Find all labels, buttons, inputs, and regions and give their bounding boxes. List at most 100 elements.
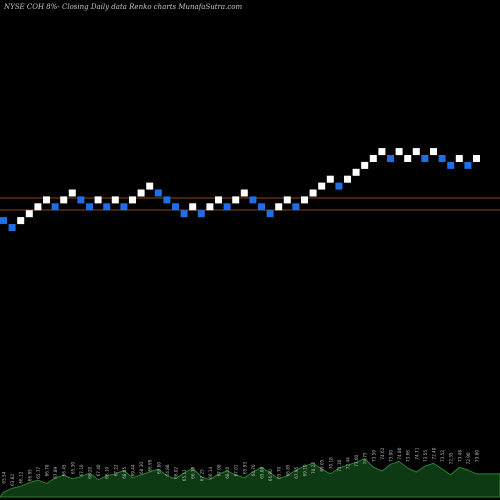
renko-brick-down bbox=[86, 203, 93, 211]
renko-brick-up bbox=[283, 196, 291, 204]
renko-brick-up bbox=[309, 189, 317, 197]
renko-brick-down bbox=[172, 203, 179, 211]
renko-brick-up bbox=[344, 175, 351, 183]
brick-value-label: 64.70 bbox=[251, 464, 256, 476]
renko-brick-up bbox=[301, 196, 308, 204]
renko-brick-up bbox=[129, 196, 136, 204]
brick-value-label: 73.48 bbox=[457, 450, 462, 462]
brick-value-label: 72.90 bbox=[466, 452, 471, 464]
renko-brick-down bbox=[292, 203, 300, 211]
renko-brick-up bbox=[206, 203, 214, 211]
volume-area-shape bbox=[0, 457, 500, 498]
renko-brick-up bbox=[215, 196, 222, 204]
renko-brick-up bbox=[146, 182, 154, 190]
renko-brick-up bbox=[17, 217, 25, 225]
renko-brick-down bbox=[438, 155, 446, 162]
brick-value-label: 65.54 bbox=[2, 471, 7, 483]
brick-value-label: 74.62 bbox=[380, 447, 385, 459]
renko-brick-down bbox=[103, 203, 111, 211]
renko-brick-up bbox=[189, 203, 197, 211]
renko-brick-up bbox=[473, 155, 480, 162]
renko-brick-down bbox=[163, 196, 171, 204]
brick-value-label: 74.80 bbox=[397, 447, 402, 459]
brick-value-label: 66.78 bbox=[45, 464, 50, 476]
renko-brick-down bbox=[387, 155, 394, 162]
renko-brick-down bbox=[8, 224, 16, 231]
brick-value-label: 65.70 bbox=[277, 466, 282, 478]
brick-value-label: 65.77 bbox=[36, 466, 41, 478]
brick-value-label: 67.22 bbox=[113, 464, 118, 476]
renko-brick-up bbox=[326, 175, 334, 183]
brick-value-label: 67.08 bbox=[217, 464, 222, 476]
brick-value-label: 68.30 bbox=[139, 462, 144, 474]
brick-value-label: 67.10 bbox=[79, 464, 84, 476]
brick-value-label: 71.30 bbox=[337, 459, 342, 471]
brick-value-label: 69.10 bbox=[303, 464, 308, 476]
brick-value-label: 66.30 bbox=[191, 466, 196, 478]
renko-brick-down bbox=[180, 210, 188, 218]
renko-brick-up bbox=[25, 210, 33, 218]
brick-value-label: 65.11 bbox=[182, 469, 187, 481]
renko-brick-up bbox=[369, 155, 377, 162]
renko-brick-up bbox=[404, 155, 412, 162]
brick-value-label: 68.20 bbox=[225, 466, 230, 478]
renko-brick-down bbox=[77, 196, 85, 204]
renko-brick-up bbox=[361, 161, 369, 169]
brick-value-label: 73.50 bbox=[371, 450, 376, 462]
renko-brick-up bbox=[68, 189, 76, 197]
brick-labels: 65.54 63.82 66.12 66.95 65.77 66.78 67.89 66.45… bbox=[2, 447, 480, 486]
brick-value-label: 68.05 bbox=[122, 466, 127, 478]
brick-value-label: 67.40 bbox=[96, 464, 101, 476]
brick-value-label: 66.90 bbox=[268, 469, 273, 481]
renko-brick-down bbox=[249, 196, 257, 204]
renko-brick-up bbox=[318, 182, 326, 190]
brick-value-label: 73.80 bbox=[475, 450, 480, 462]
renko-brick-down bbox=[258, 203, 265, 211]
brick-value-label: 67.95 bbox=[294, 466, 299, 478]
brick-value-label: 74.71 bbox=[414, 447, 419, 459]
renko-brick-down bbox=[223, 203, 231, 211]
renko-brick-up bbox=[137, 189, 145, 197]
brick-value-label: 66.85 bbox=[285, 464, 290, 476]
brick-value-label: 66.12 bbox=[19, 471, 24, 483]
brick-value-label: 65.30 bbox=[70, 462, 75, 474]
brick-value-label: 66.10 bbox=[105, 466, 110, 478]
renko-brick-up bbox=[34, 203, 42, 211]
brick-value-label: 64.88 bbox=[165, 464, 170, 476]
brick-value-label: 66.14 bbox=[208, 466, 213, 478]
brick-value-label: 72.44 bbox=[346, 457, 351, 469]
chart-title: NYSE COH 8%- Closing Daily data Renko ch… bbox=[4, 3, 243, 11]
brick-value-label: 73.60 bbox=[354, 454, 359, 466]
renko-brick-down bbox=[154, 189, 162, 197]
brick-value-label: 69.44 bbox=[131, 464, 136, 476]
renko-brick-up bbox=[60, 196, 68, 204]
renko-brick-down bbox=[421, 155, 429, 162]
renko-brick-down bbox=[447, 161, 455, 169]
renko-brick-down bbox=[464, 161, 472, 169]
brick-value-label: 73.52 bbox=[440, 450, 445, 462]
brick-value-label: 74.75 bbox=[363, 452, 368, 464]
renko-brick-down bbox=[51, 203, 59, 211]
brick-value-label: 63.82 bbox=[10, 474, 15, 486]
renko-brick-up bbox=[412, 148, 420, 156]
renko-brick-up bbox=[455, 155, 463, 162]
renko-brick-up bbox=[378, 148, 386, 156]
renko-brick-up bbox=[43, 196, 50, 204]
brick-value-label: 70.18 bbox=[328, 457, 333, 469]
brick-value-label: 67.01 bbox=[234, 464, 239, 476]
brick-value-label: 69.05 bbox=[320, 459, 325, 471]
brick-value-label: 73.66 bbox=[406, 450, 411, 462]
renko-brick-up bbox=[395, 148, 403, 156]
renko-brick-down bbox=[0, 217, 7, 225]
renko-brick-down bbox=[197, 210, 205, 218]
brick-value-label: 65.93 bbox=[242, 462, 247, 474]
renko-brick-down bbox=[266, 210, 274, 218]
renko-bricks bbox=[0, 148, 480, 231]
brick-value-label: 67.25 bbox=[199, 469, 204, 481]
brick-value-label: 66.99 bbox=[148, 459, 153, 471]
brick-value-label: 66.45 bbox=[62, 464, 67, 476]
brick-value-label: 73.90 bbox=[389, 450, 394, 462]
renko-brick-down bbox=[120, 203, 128, 211]
